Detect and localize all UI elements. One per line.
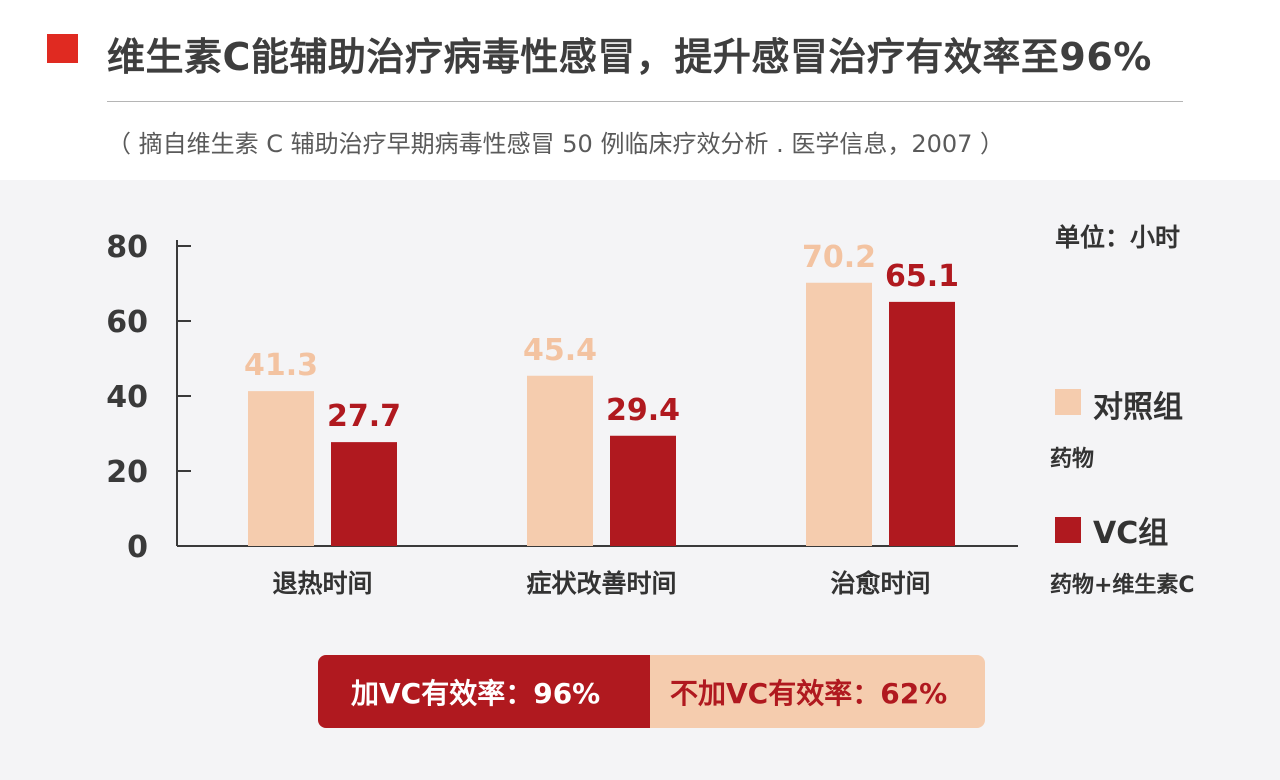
legend-label-control: 对照组 [1093, 390, 1183, 425]
title-divider [107, 101, 1183, 102]
bar-value-label: 70.2 [802, 240, 876, 275]
bar-vc [889, 301, 955, 546]
title-marker [47, 34, 78, 63]
bar-value-label: 45.4 [523, 333, 597, 368]
efficacy-with-vc: 加VC有效率：96% [318, 655, 650, 728]
legend-swatch-control [1055, 389, 1081, 415]
y-tick-label: 60 [106, 305, 148, 340]
legend-label-vc: VC组 [1093, 516, 1169, 551]
y-tick-label: 20 [106, 455, 148, 490]
bar-vc [610, 435, 676, 546]
bar-value-label: 41.3 [244, 348, 318, 383]
page-title: 维生素C能辅助治疗病毒性感冒，提升感冒治疗有效率至96% [107, 35, 1152, 79]
bar-control [248, 391, 314, 546]
y-tick-label: 40 [106, 380, 148, 415]
legend-desc-control: 药物 [1050, 447, 1095, 472]
y-tick-label: 0 [127, 530, 148, 565]
x-category-label: 治愈时间 [830, 569, 930, 598]
efficacy-without-vc: 不加VC有效率：62% [650, 655, 985, 728]
bar-value-label: 29.4 [606, 393, 680, 428]
bar-value-label: 27.7 [327, 399, 401, 434]
bar-control [527, 375, 593, 546]
bar-value-label: 65.1 [885, 259, 959, 294]
legend-swatch-vc [1055, 517, 1081, 543]
legend-desc-vc: 药物+维生素C [1050, 573, 1195, 598]
unit-label: 单位：小时 [1055, 223, 1181, 252]
x-category-label: 症状改善时间 [526, 569, 676, 598]
x-category-label: 退热时间 [272, 569, 372, 598]
y-tick-label: 80 [106, 230, 148, 265]
source-citation: （ 摘自维生素 C 辅助治疗早期病毒性感冒 50 例临床疗效分析 . 医学信息，… [107, 130, 1005, 158]
bar-vc [331, 442, 397, 546]
bar-control [806, 282, 872, 546]
